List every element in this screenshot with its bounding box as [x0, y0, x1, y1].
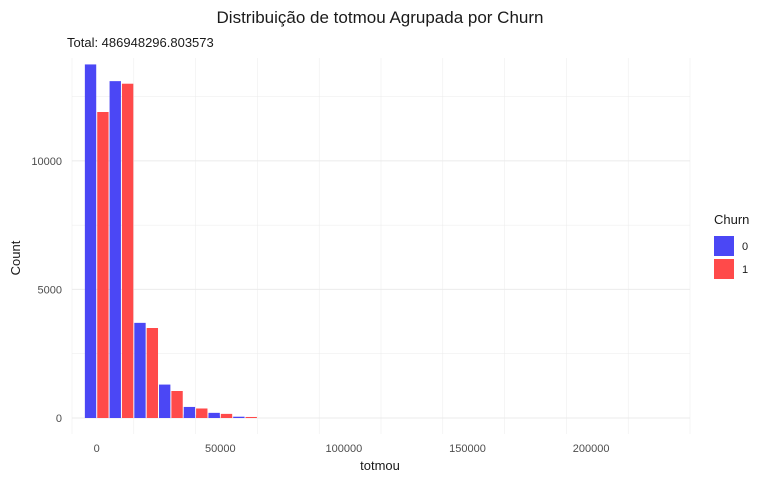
bar-tail-churn-0-2 — [233, 416, 245, 418]
bar-churn-0-bin-5 — [208, 412, 220, 418]
chart-title: Distribuição de totmou Agrupada por Chur… — [217, 8, 544, 27]
bar-churn-1-bin-3 — [171, 391, 183, 418]
chart-subtitle: Total: 486948296.803573 — [67, 35, 214, 50]
grid — [71, 58, 691, 434]
legend: Churn 0 1 — [714, 212, 749, 279]
bar-tail-churn-1-1 — [220, 416, 233, 418]
legend-swatch-1 — [714, 259, 734, 279]
bars — [84, 64, 257, 419]
bar-churn-1-bin-0 — [97, 112, 109, 418]
x-tick-label: 100000 — [326, 443, 363, 455]
y-axis-ticks: 0 5000 10000 — [31, 156, 62, 425]
bar-tail-churn-0-0 — [183, 414, 196, 418]
bar-tail-churn-1-2 — [245, 416, 257, 418]
x-tick-label: 50000 — [205, 443, 236, 455]
x-tick-label: 200000 — [573, 443, 610, 455]
x-axis-label: totmou — [360, 458, 400, 473]
x-tick-label: 150000 — [449, 443, 486, 455]
bar-churn-0-bin-2 — [134, 322, 146, 418]
legend-label-1: 1 — [742, 264, 748, 276]
legend-title: Churn — [714, 212, 749, 227]
bar-tail-churn-0-1 — [208, 415, 220, 418]
legend-swatch-0 — [714, 236, 734, 256]
legend-label-0: 0 — [742, 241, 748, 253]
bar-tail-churn-1-0 — [196, 415, 208, 418]
y-tick-label: 0 — [56, 413, 62, 425]
x-axis-ticks: 0 50000 100000 150000 200000 — [94, 443, 610, 455]
bar-churn-1-bin-2 — [146, 328, 159, 418]
bar-churn-1-bin-1 — [121, 83, 134, 418]
y-tick-label: 5000 — [38, 284, 62, 296]
bar-churn-0-bin-3 — [159, 384, 171, 418]
bar-churn-0-bin-0 — [84, 64, 97, 418]
x-tick-label: 0 — [94, 443, 100, 455]
bar-churn-1-bin-4 — [196, 408, 208, 418]
y-tick-label: 10000 — [31, 156, 62, 168]
y-axis-label: Count — [8, 240, 23, 275]
bar-churn-1-bin-5 — [220, 413, 233, 418]
bar-churn-0-bin-1 — [109, 81, 121, 419]
bar-churn-0-bin-4 — [183, 406, 196, 418]
